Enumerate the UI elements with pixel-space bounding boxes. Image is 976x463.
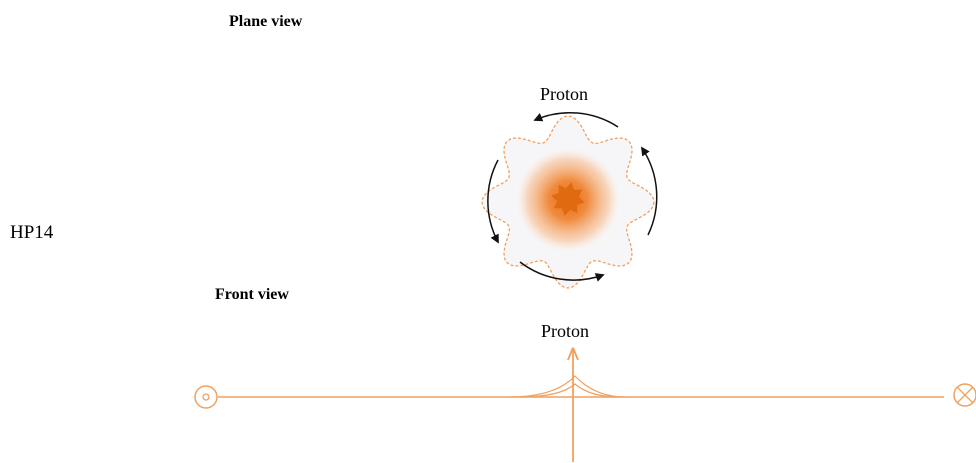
figure-label: HP14 xyxy=(10,222,54,243)
front-view-title: Front view xyxy=(215,286,289,303)
out-of-page-dot xyxy=(202,393,210,401)
rotation-arrow xyxy=(641,146,658,236)
front-proton-label: Proton xyxy=(541,321,589,341)
rotation-arrow xyxy=(487,159,499,244)
plane-view xyxy=(481,111,658,289)
proton-core xyxy=(551,182,585,216)
front-view xyxy=(194,350,976,462)
wave-bump xyxy=(509,375,626,398)
plane-view-title: Plane view xyxy=(229,13,303,30)
out-of-page-symbol xyxy=(194,385,218,409)
into-page-symbol xyxy=(953,383,976,407)
wave-bump xyxy=(519,383,621,398)
into-page-cross xyxy=(956,386,974,404)
rotation-arrow xyxy=(519,261,605,282)
rotation-arrow xyxy=(533,111,619,128)
plane-proton-label: Proton xyxy=(540,84,588,104)
